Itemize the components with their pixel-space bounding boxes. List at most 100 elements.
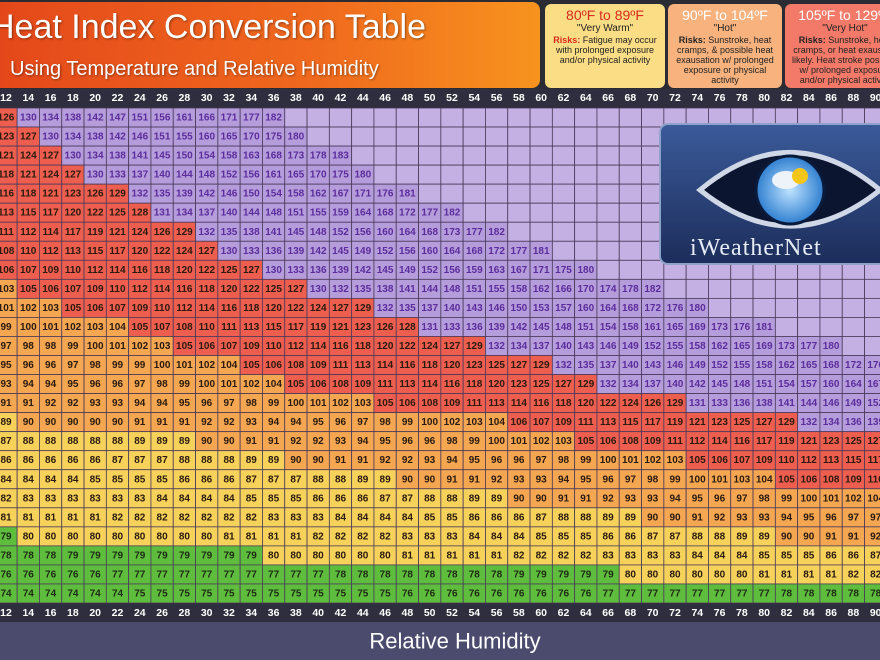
humidity-label: 48 [402,607,414,619]
humidity-label: 44 [357,607,369,619]
cell-value: 77 [268,569,280,580]
cell [551,126,576,147]
cell-value: 99 [781,493,793,504]
humidity-label: 60 [535,92,547,104]
cell-value: 105 [176,341,193,352]
cell-value: 96 [491,455,503,466]
cell [395,145,419,166]
cell-value: 109 [243,341,260,352]
cell-value: 111 [221,322,237,333]
cell-value: 79 [112,550,124,561]
cell-value: 91 [446,474,458,485]
cell-value: 165 [800,360,817,371]
cell-value: 100 [800,493,817,504]
cell-value: 113 [823,455,840,466]
cell-value: 90 [647,512,659,523]
cell-value: 181 [756,322,773,333]
cell-value: 106 [42,284,59,295]
cell-value: 149 [354,246,371,257]
cell-value: 76 [513,588,525,599]
cell-value: 87 [290,474,302,485]
cell [618,145,642,166]
cell-value: 101 [622,455,639,466]
cell-value: 102 [65,322,82,333]
cell-value: 81 [67,512,79,523]
cell-value: 103 [555,436,572,447]
cell-value: 127 [65,170,82,181]
cell-value: 84 [469,531,481,542]
humidity-label: 58 [513,92,525,104]
cell-value: 120 [488,379,505,390]
cell-value: 173 [444,227,461,238]
cell [462,107,486,128]
cell-value: 81 [246,531,258,542]
cell-value: 180 [288,132,305,143]
cell-value: 122 [288,303,305,314]
cell-value: 125 [533,379,550,390]
cell-value: 97 [848,512,860,523]
cell-value: 74 [45,588,57,599]
cell-value: 139 [488,322,505,333]
cell-value: 180 [354,170,371,181]
humidity-label: 36 [268,92,280,104]
cell-value: 163 [243,151,260,162]
cell-value: 176 [377,189,394,200]
cell-value: 151 [154,132,171,143]
cell-value: 119 [310,322,327,333]
cell-value: 114 [422,379,439,390]
cell-value: 134 [65,132,82,143]
cell-value: 101 [221,379,238,390]
cell-value: 77 [157,569,169,580]
cell-value: 84 [335,512,347,523]
cell-value: 101 [176,360,193,371]
humidity-label: 90 [870,92,880,104]
cell-value: 136 [265,246,282,257]
humidity-label: 14 [22,607,34,619]
cell-value: 118 [422,360,439,371]
cell [529,202,553,223]
humidity-label: 72 [669,607,681,619]
cell-value: 94 [45,379,57,390]
cell [618,259,642,280]
cell-value: 85 [536,531,548,542]
cell-value: 80 [357,550,369,561]
cell-value: 127 [756,417,773,428]
cell-value: 129 [778,417,795,428]
cell-value: 154 [265,189,282,200]
cell-value: 80 [335,550,347,561]
cell-value: 93 [647,493,659,504]
cell-value: 118 [243,303,260,314]
cell-value: 144 [800,398,817,409]
cell-value: 136 [310,265,327,276]
cell-value: 161 [644,322,661,333]
axis-label: Relative Humidity [369,629,540,654]
cell-value: 166 [198,113,215,124]
cell-value: 107 [65,284,82,295]
cell-value: 116 [176,284,193,295]
cell-value: 106 [198,341,215,352]
cell-value: 94 [357,436,369,447]
cell-value: 102 [845,493,862,504]
cell-value: 78 [848,588,860,599]
legend-box: 80ºF to 89ºF "Very Warm" Risks: Fatigue ma… [545,4,665,88]
cell-value: 111 [578,417,594,428]
cell-value: 86 [313,493,325,504]
cell-value: 162 [778,360,795,371]
cell-value: 83 [112,493,124,504]
cell-value: 172 [488,246,505,257]
cell-value: 141 [265,227,282,238]
cell-value: 140 [444,303,461,314]
cell-value: 105 [778,474,795,485]
cell-value: 83 [45,493,57,504]
cell-value: 100 [421,417,438,428]
cell-value: 89 [246,455,258,466]
cell-value: 82 [580,550,592,561]
cell-value: 84 [0,474,12,485]
cell-value: 97 [67,360,79,371]
cell-value: 92 [714,512,726,523]
cell-value: 120 [176,265,193,276]
cell-value: 124 [622,398,639,409]
cell-value: 81 [759,569,771,580]
cell-value: 77 [603,588,615,599]
